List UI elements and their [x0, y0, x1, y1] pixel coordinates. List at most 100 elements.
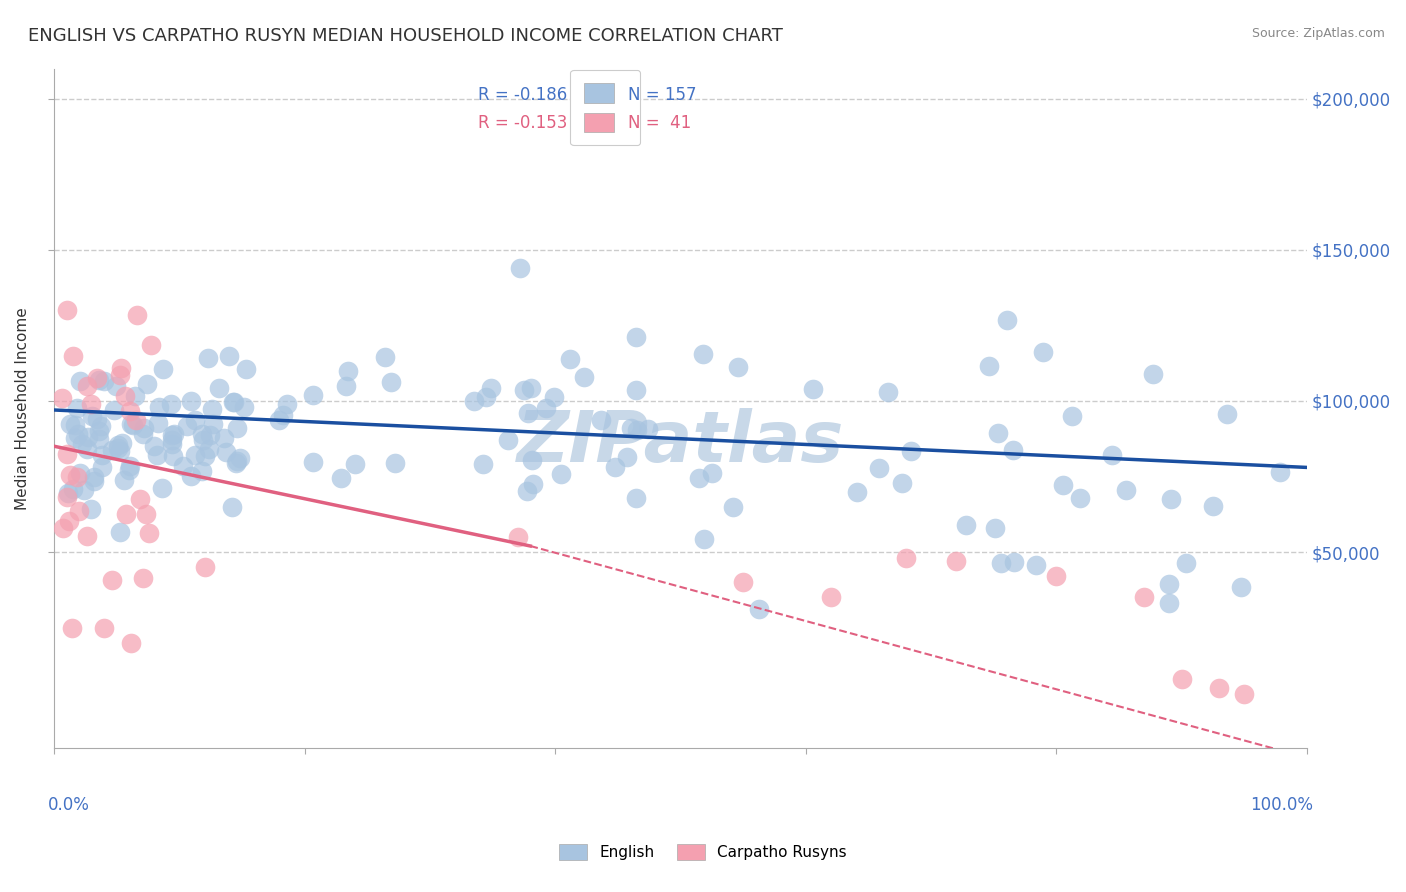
Point: [132, 571, 155, 585]
Point: [124, 389, 146, 403]
Point: [201, 401, 224, 416]
Point: [1025, 558, 1047, 572]
Text: ZIPatlas: ZIPatlas: [517, 408, 845, 477]
Point: [271, 409, 294, 423]
Point: [142, 439, 165, 453]
Point: [269, 413, 291, 427]
Point: [1115, 483, 1137, 497]
Point: [1202, 499, 1225, 513]
Point: [1230, 581, 1253, 595]
Point: [118, 458, 141, 473]
Point: [201, 417, 224, 431]
Point: [512, 384, 534, 398]
Point: [945, 554, 967, 568]
Point: [890, 476, 912, 491]
Point: [955, 518, 977, 533]
Point: [86, 371, 108, 385]
Point: [225, 421, 247, 435]
Point: [172, 459, 194, 474]
Point: [727, 359, 749, 374]
Point: [76, 529, 98, 543]
Point: [101, 442, 124, 457]
Text: ENGLISH VS CARPATHO RUSYN MEDIAN HOUSEHOLD INCOME CORRELATION CHART: ENGLISH VS CARPATHO RUSYN MEDIAN HOUSEHO…: [28, 27, 783, 45]
Point: [1216, 407, 1239, 421]
Point: [131, 427, 153, 442]
Point: [496, 434, 519, 448]
Point: [56, 303, 79, 318]
Point: [235, 362, 257, 376]
Point: [900, 444, 922, 458]
Point: [191, 426, 214, 441]
Point: [877, 385, 900, 400]
Point: [1159, 576, 1181, 591]
Point: [120, 636, 142, 650]
Point: [107, 441, 129, 455]
Point: [197, 442, 219, 456]
Point: [73, 483, 96, 498]
Point: [69, 374, 91, 388]
Point: [56, 490, 79, 504]
Point: [191, 433, 214, 447]
Point: [215, 445, 238, 459]
Point: [1045, 569, 1067, 583]
Point: [115, 508, 138, 522]
Point: [301, 388, 323, 402]
Point: [868, 461, 890, 475]
Point: [69, 466, 91, 480]
Point: [194, 560, 217, 574]
Point: [702, 466, 724, 480]
Point: [67, 426, 90, 441]
Point: [620, 421, 643, 435]
Point: [801, 382, 824, 396]
Point: [335, 378, 357, 392]
Point: [83, 474, 105, 488]
Point: [221, 500, 243, 514]
Point: [59, 468, 82, 483]
Point: [509, 261, 531, 276]
Point: [977, 359, 1000, 373]
Point: [132, 421, 155, 435]
Point: [105, 379, 128, 393]
Text: R = -0.153: R = -0.153: [478, 114, 567, 132]
Point: [90, 449, 112, 463]
Point: [110, 444, 132, 458]
Point: [1069, 491, 1091, 505]
Point: [479, 381, 502, 395]
Point: [139, 338, 162, 352]
Point: [1032, 345, 1054, 359]
Point: [103, 403, 125, 417]
Point: [159, 397, 181, 411]
Point: [603, 460, 626, 475]
Point: [193, 449, 215, 463]
Point: [688, 471, 710, 485]
Text: 0.0%: 0.0%: [48, 796, 90, 814]
Point: [72, 437, 94, 451]
Point: [89, 424, 111, 438]
Point: [160, 437, 183, 451]
Point: [1133, 591, 1156, 605]
Legend: English, Carpatho Rusyns: English, Carpatho Rusyns: [554, 838, 852, 866]
Point: [380, 375, 402, 389]
Point: [1060, 409, 1083, 423]
Point: [163, 426, 186, 441]
Point: [180, 393, 202, 408]
Point: [56, 447, 79, 461]
Point: [112, 473, 135, 487]
Point: [101, 573, 124, 587]
Point: [183, 413, 205, 427]
Point: [721, 500, 744, 515]
Text: N =  41: N = 41: [628, 114, 692, 132]
Point: [66, 401, 89, 415]
Point: [90, 459, 112, 474]
Point: [474, 391, 496, 405]
Point: [129, 492, 152, 507]
Point: [995, 313, 1018, 327]
Point: [1142, 367, 1164, 381]
Point: [1052, 478, 1074, 492]
Point: [138, 526, 160, 541]
Point: [59, 417, 82, 431]
Point: [1208, 681, 1230, 695]
Point: [127, 308, 149, 322]
Point: [1174, 556, 1197, 570]
Point: [93, 375, 115, 389]
